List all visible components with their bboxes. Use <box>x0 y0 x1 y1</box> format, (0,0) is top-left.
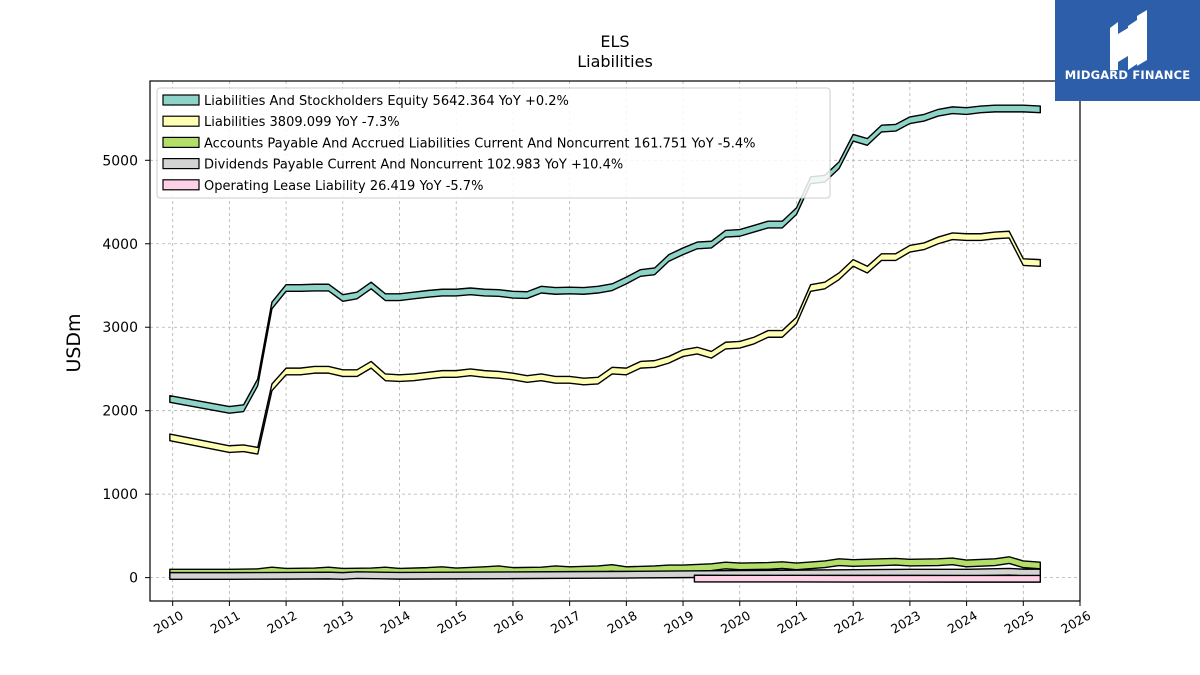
y-axis: 0 1000 2000 3000 4000 5000 <box>102 153 150 587</box>
y-tick-label: 1000 <box>102 487 138 503</box>
y-tick-label: 5000 <box>102 153 138 169</box>
x-tick-label: 2021 <box>775 608 810 637</box>
x-tick-label: 2022 <box>831 608 866 637</box>
x-tick-label: 2024 <box>945 608 980 637</box>
chart-subtitle: Liabilities <box>577 52 653 71</box>
x-axis: 2010 2011 2012 2013 2014 2015 2016 2017 2018 2019… <box>151 601 1093 637</box>
series-band-5 <box>693 574 1041 583</box>
brand-logo: MIDGARD FINANCE <box>1055 0 1200 101</box>
x-tick-label: 2011 <box>208 608 243 637</box>
x-tick-label: 2023 <box>888 608 923 637</box>
x-tick-label: 2016 <box>491 608 526 637</box>
x-tick-label: 2017 <box>548 608 583 637</box>
brand-name: MIDGARD FINANCE <box>1064 68 1191 82</box>
midgard-logo-icon <box>1110 10 1147 70</box>
x-tick-label: 2012 <box>264 608 299 637</box>
legend-entry: Liabilities And Stockholders Equity 5642… <box>204 94 569 109</box>
x-tick-label: 2018 <box>605 608 640 637</box>
legend-swatch <box>162 115 200 127</box>
chart-title: ELS <box>600 32 629 51</box>
x-tick-label: 2026 <box>1058 608 1093 637</box>
x-tick-label: 2020 <box>718 608 753 637</box>
legend-entry: Liabilities 3809.099 YoY -7.3% <box>204 115 400 130</box>
legend-swatch <box>162 94 200 106</box>
x-tick-label: 2014 <box>378 608 413 637</box>
x-tick-label: 2019 <box>661 608 696 637</box>
x-tick-label: 2015 <box>434 608 469 637</box>
legend-box <box>156 87 831 199</box>
legend-entry: Accounts Payable And Accrued Liabilities… <box>204 136 756 151</box>
legend: Liabilities And Stockholders Equity 5642… <box>156 87 831 199</box>
legend-entry: Dividends Payable Current And Noncurrent… <box>204 158 623 173</box>
plot-frame <box>149 80 1081 602</box>
x-tick-label: 2013 <box>321 608 356 637</box>
y-tick-label: 4000 <box>102 237 138 253</box>
x-tick-label: 2025 <box>1002 608 1037 637</box>
legend-swatch <box>162 179 200 191</box>
series-band-2 <box>169 230 1041 455</box>
x-tick-label: 2010 <box>151 608 186 637</box>
legend-swatch <box>162 136 200 148</box>
legend-swatch <box>162 158 200 170</box>
legend-entry: Operating Lease Liability 26.419 YoY -5.… <box>204 179 483 194</box>
y-tick-label: 3000 <box>102 320 138 336</box>
y-tick-label: 2000 <box>102 404 138 420</box>
y-tick-label: 0 <box>129 571 138 587</box>
y-axis-label: USDm <box>63 313 85 372</box>
